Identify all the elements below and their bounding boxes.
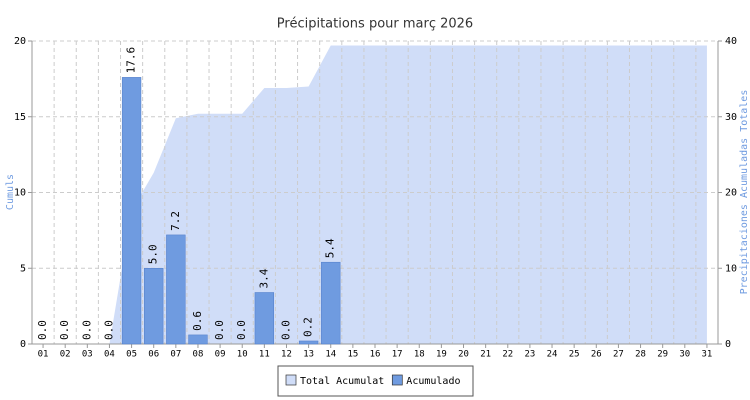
x-tick-label: 09 (215, 350, 226, 360)
data-label: 5.0 (147, 244, 160, 264)
x-tick-label: 20 (458, 350, 469, 360)
x-tick-label: 03 (82, 350, 93, 360)
bar (254, 292, 275, 345)
x-tick-label: 19 (436, 350, 447, 360)
data-label: 17.6 (125, 47, 138, 74)
bar (188, 334, 208, 345)
legend-swatch (391, 374, 403, 386)
data-label: 3.4 (257, 268, 270, 288)
legend-box (277, 365, 474, 397)
x-tick-label: 10 (237, 350, 248, 360)
bar (166, 234, 186, 345)
x-tick-label: 08 (193, 350, 204, 360)
y-axis-label: Cumuls (5, 174, 16, 210)
x-tick-label: 05 (126, 350, 137, 360)
y-tick-label: 0 (20, 339, 26, 350)
x-tick-label: 18 (414, 350, 425, 360)
y-tick-label: 10 (14, 188, 26, 199)
x-tick-label: 17 (392, 350, 403, 360)
y-tick-label: 20 (14, 36, 26, 47)
data-label: 0.0 (235, 320, 248, 340)
x-tick-label: 07 (170, 350, 181, 360)
x-tick-label: 02 (60, 350, 71, 360)
x-tick-label: 29 (657, 350, 668, 360)
x-tick-label: 30 (679, 350, 690, 360)
chart-title: Précipitations pour marҫ 2026 (277, 17, 473, 32)
x-tick-label: 12 (281, 350, 292, 360)
y2-axis-label: Precipitaciones Acumuladas Totales (739, 90, 750, 295)
x-tick-label: 06 (148, 350, 159, 360)
data-label: 7.2 (169, 211, 182, 231)
x-tick-label: 11 (259, 350, 270, 360)
y2-tick-label: 20 (725, 188, 737, 199)
x-tick-label: 21 (480, 350, 491, 360)
x-tick-label: 14 (325, 350, 336, 360)
bar (144, 268, 164, 345)
legend-label: Acumulado (406, 376, 460, 387)
data-label: 0.0 (58, 320, 71, 340)
x-tick-label: 24 (547, 350, 558, 360)
bar (298, 340, 319, 345)
y2-tick-label: 40 (725, 36, 737, 47)
y2-tick-label: 10 (725, 263, 737, 274)
y2-tick-label: 0 (725, 339, 731, 350)
x-tick-label: 25 (569, 350, 580, 360)
x-tick-label: 26 (591, 350, 602, 360)
x-tick-label: 31 (702, 350, 713, 360)
x-tick-label: 22 (502, 350, 513, 360)
x-tick-label: 23 (524, 350, 535, 360)
x-tick-label: 04 (104, 350, 115, 360)
x-tick-label: 01 (38, 350, 49, 360)
x-tick-label: 15 (347, 350, 358, 360)
x-tick-label: 27 (613, 350, 624, 360)
data-label: 0.0 (102, 320, 115, 340)
y-tick-label: 5 (20, 263, 26, 274)
bar (121, 77, 142, 345)
data-label: 0.0 (80, 320, 93, 340)
data-label: 0.0 (279, 320, 292, 340)
legend-label: Total Acumulat (300, 376, 384, 387)
data-label: 0.0 (213, 320, 226, 340)
x-tick-label: 28 (635, 350, 646, 360)
y2-tick-label: 30 (725, 112, 737, 123)
data-label: 0.2 (302, 317, 315, 337)
legend-swatch (285, 374, 297, 386)
bar (321, 261, 341, 345)
y-tick-label: 15 (14, 112, 26, 123)
x-tick-label: 16 (370, 350, 381, 360)
data-label: 0.6 (191, 311, 204, 331)
data-label: 5.4 (324, 238, 337, 258)
x-tick-label: 13 (303, 350, 314, 360)
data-label: 0.0 (36, 320, 49, 340)
